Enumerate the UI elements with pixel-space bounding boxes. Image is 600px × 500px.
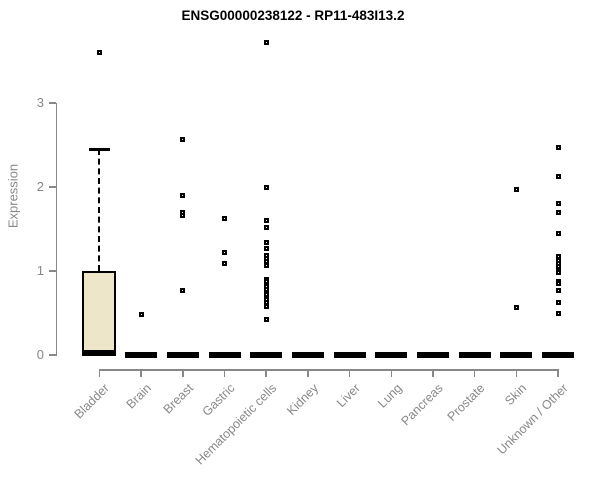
y-axis-tick — [48, 354, 56, 356]
x-category-label: Breast — [160, 381, 196, 417]
outlier-point — [513, 305, 519, 311]
x-axis-line — [98, 369, 559, 371]
zero-box-bar — [291, 351, 324, 358]
x-category-label: Liver — [333, 381, 363, 411]
outlier-point — [263, 303, 269, 309]
x-category-label: Skin — [502, 381, 530, 409]
outlier-point — [555, 209, 561, 215]
outlier-point — [555, 287, 561, 293]
outlier-point — [263, 259, 269, 265]
zero-box-bar — [208, 351, 241, 358]
median-line — [82, 349, 117, 356]
x-category-label: Bladder — [71, 381, 113, 422]
outlier-point — [263, 317, 269, 323]
x-axis-tick — [265, 369, 267, 377]
outlier-point — [555, 230, 561, 236]
outlier-point — [96, 50, 102, 56]
y-axis-line — [55, 103, 57, 356]
x-axis-tick — [432, 369, 434, 377]
outlier-point — [263, 245, 269, 251]
outlier-point — [555, 281, 561, 287]
box-rect — [82, 271, 117, 355]
zero-box-bar — [458, 351, 491, 358]
outlier-point — [555, 300, 561, 306]
x-axis-tick — [390, 369, 393, 377]
outlier-point — [263, 239, 269, 245]
x-category-label: Pancreas — [398, 381, 446, 429]
y-tick-label: 3 — [36, 95, 44, 110]
outlier-point — [263, 184, 269, 190]
whisker-cap — [88, 147, 110, 151]
y-axis-tick — [48, 270, 56, 272]
outlier-point — [222, 250, 227, 256]
outlier-point — [263, 218, 269, 224]
outlier-point — [555, 145, 561, 151]
y-tick-label: 1 — [36, 263, 44, 278]
zero-box-bar — [166, 351, 199, 358]
y-axis-tick — [48, 186, 56, 188]
outlier-point — [138, 312, 144, 318]
x-category-label: Lung — [374, 381, 405, 411]
x-axis-tick — [98, 369, 101, 377]
y-axis-tick — [48, 102, 56, 104]
x-axis-tick — [307, 369, 309, 377]
outlier-point — [555, 311, 561, 317]
outlier-point — [263, 263, 269, 269]
outlier-point — [555, 270, 561, 276]
outlier-point — [180, 192, 186, 198]
zero-box-bar — [250, 351, 283, 358]
outlier-point — [180, 287, 186, 293]
outlier-point — [263, 299, 269, 305]
y-tick-label: 0 — [36, 347, 44, 362]
whisker-line — [98, 149, 101, 271]
x-axis-tick — [182, 369, 184, 377]
outlier-point — [513, 187, 519, 193]
x-axis-tick — [473, 369, 476, 377]
zero-box-bar — [417, 351, 449, 358]
x-axis-tick — [557, 369, 559, 377]
zero-box-bar — [125, 351, 158, 358]
outlier-point — [222, 260, 227, 266]
x-axis-tick — [515, 369, 518, 377]
x-category-label: Kidney — [283, 381, 321, 418]
outlier-point — [180, 213, 186, 219]
zero-box-bar — [375, 351, 408, 358]
zero-box-bar — [500, 351, 533, 358]
x-category-label: Prostate — [444, 381, 488, 424]
zero-box-bar — [542, 351, 575, 358]
outlier-point — [263, 224, 269, 230]
outlier-point — [263, 40, 269, 46]
x-axis-tick — [140, 369, 142, 377]
chart-title: ENSG00000238122 - RP11-483I13.2 — [181, 8, 405, 23]
zero-box-bar — [333, 351, 366, 358]
y-tick-label: 2 — [36, 179, 44, 194]
x-axis-tick — [223, 369, 226, 377]
x-category-label: Hematopoietic cells — [192, 381, 280, 468]
outlier-point — [555, 201, 561, 207]
outlier-point — [180, 137, 186, 143]
outlier-point — [222, 215, 227, 221]
x-category-label: Brain — [123, 381, 155, 412]
outlier-point — [555, 173, 561, 179]
x-axis-tick — [348, 369, 351, 377]
x-category-label: Gastric — [199, 381, 238, 419]
